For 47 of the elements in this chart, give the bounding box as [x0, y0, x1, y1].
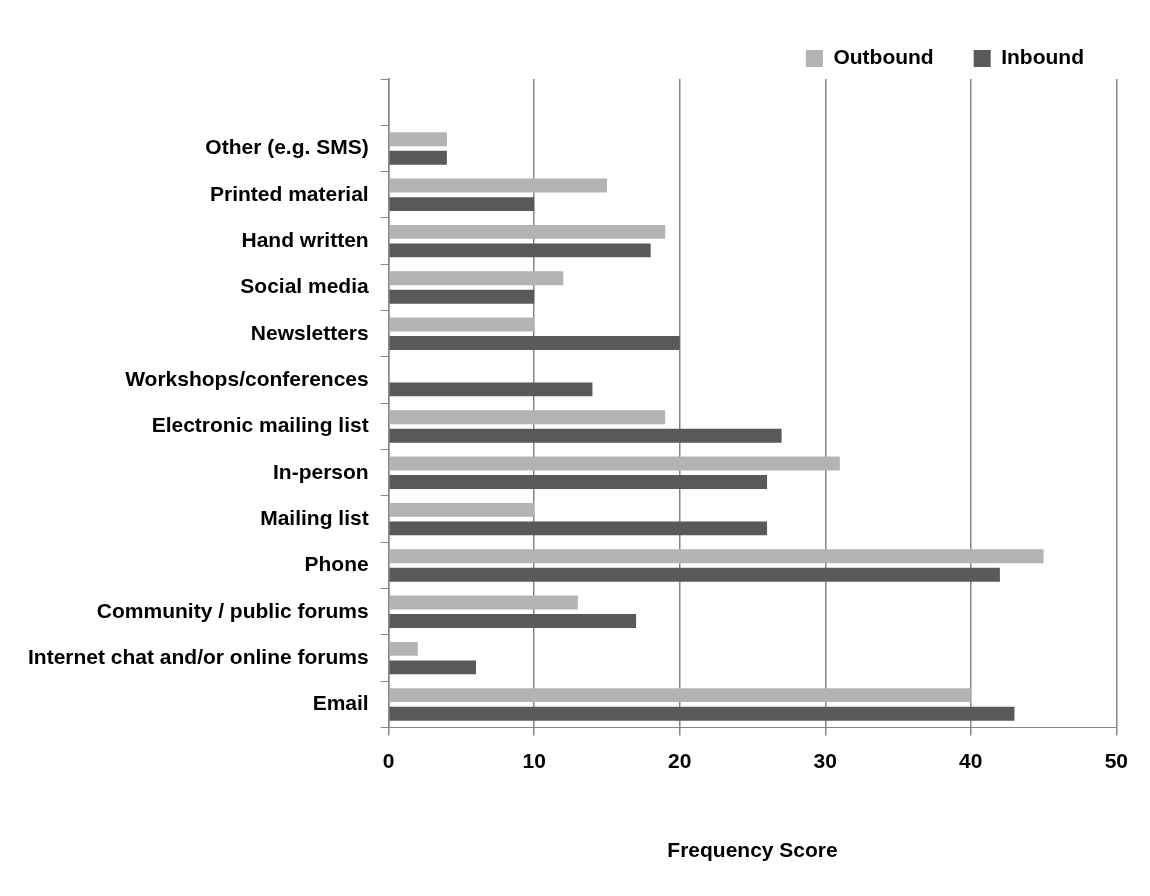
bar	[389, 641, 418, 656]
y-tick-label: Newsletters	[250, 320, 369, 344]
x-axis-title: Frequency Score	[667, 838, 838, 862]
bar	[389, 502, 535, 517]
bar	[389, 382, 593, 397]
y-tick-label: Email	[312, 691, 369, 715]
legend-label: Outbound	[833, 45, 934, 69]
bar	[389, 271, 564, 286]
y-tick-label: Internet chat and/or online forums	[27, 644, 369, 668]
x-tick-label: 10	[522, 749, 546, 772]
bar	[389, 475, 768, 490]
y-tick-label: Phone	[304, 552, 369, 576]
y-tick-label: Workshops/conferences	[125, 366, 369, 390]
bar	[389, 660, 477, 675]
y-tick-label: Social media	[240, 274, 370, 298]
bar	[389, 428, 782, 443]
y-tick-label: Community / public forums	[96, 598, 369, 622]
x-tick-label: 40	[959, 749, 983, 772]
y-tick-label: Printed material	[209, 181, 369, 205]
bar	[389, 336, 680, 351]
bar	[389, 456, 840, 471]
bar	[389, 688, 971, 703]
y-tick-label: Hand written	[241, 227, 369, 251]
y-tick-label: Electronic mailing list	[151, 413, 369, 437]
bar	[389, 132, 447, 147]
bar	[389, 410, 666, 425]
bar	[389, 224, 666, 239]
x-tick-label: 30	[813, 749, 837, 772]
y-tick-label: Mailing list	[260, 505, 369, 529]
bar	[389, 150, 447, 165]
y-tick-label: In-person	[273, 459, 369, 483]
x-tick-label: 20	[668, 749, 692, 772]
bar	[389, 595, 578, 610]
bar	[389, 614, 637, 628]
bar	[389, 706, 1015, 721]
x-tick-label: 50	[1104, 749, 1128, 772]
bar	[389, 549, 1044, 564]
bar	[389, 567, 1000, 582]
bar	[389, 317, 535, 332]
bar	[389, 197, 535, 212]
legend-label: Inbound	[1001, 45, 1085, 69]
bar	[389, 289, 535, 304]
bar	[389, 243, 651, 258]
bar	[389, 521, 768, 536]
y-tick-label: Other (e.g. SMS)	[205, 135, 369, 159]
bar	[389, 178, 607, 193]
x-tick-label: 0	[382, 749, 395, 772]
